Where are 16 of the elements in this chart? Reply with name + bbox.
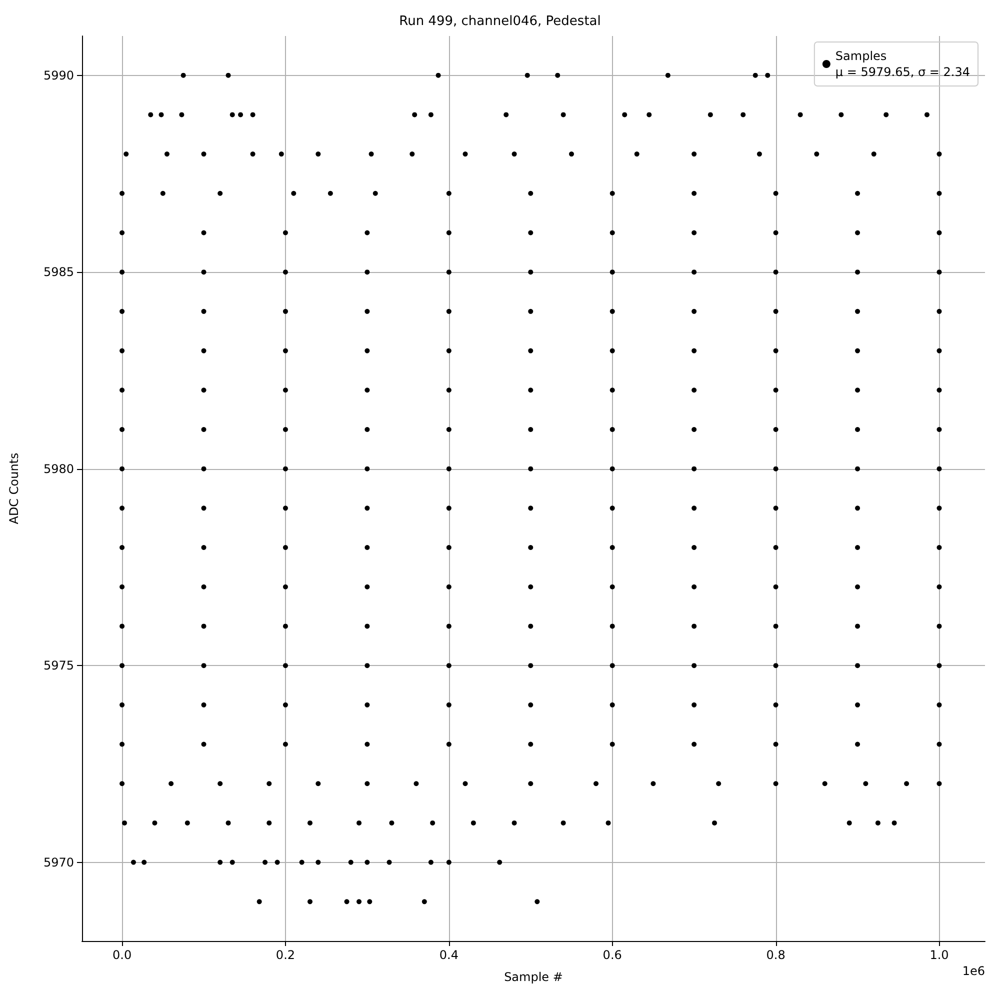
legend-label: Samples μ = 5979.65, σ = 2.34 <box>835 49 970 79</box>
x-tick-label: 0.6 <box>602 948 622 962</box>
y-tick-label: 5975 <box>43 658 74 673</box>
y-tick-label: 5990 <box>43 68 74 82</box>
y-tick-label: 5970 <box>43 855 74 870</box>
text: 1e6 <box>962 964 986 978</box>
x-tick-label: 0.8 <box>766 948 786 962</box>
y-tick-label: 5985 <box>43 265 74 280</box>
y-axis-title: ADC Counts <box>7 452 21 524</box>
x-tick-label: 1.0 <box>930 948 949 962</box>
x-tick-label: 0.0 <box>112 948 132 962</box>
x-tick-label: 0.4 <box>439 948 458 962</box>
x-tick-label: 0.2 <box>276 948 296 962</box>
x-axis-title: Sample # <box>504 970 563 984</box>
chart-title: Run 499, channel046, Pedestal <box>399 14 601 29</box>
y-tick-label: 5980 <box>43 462 74 476</box>
